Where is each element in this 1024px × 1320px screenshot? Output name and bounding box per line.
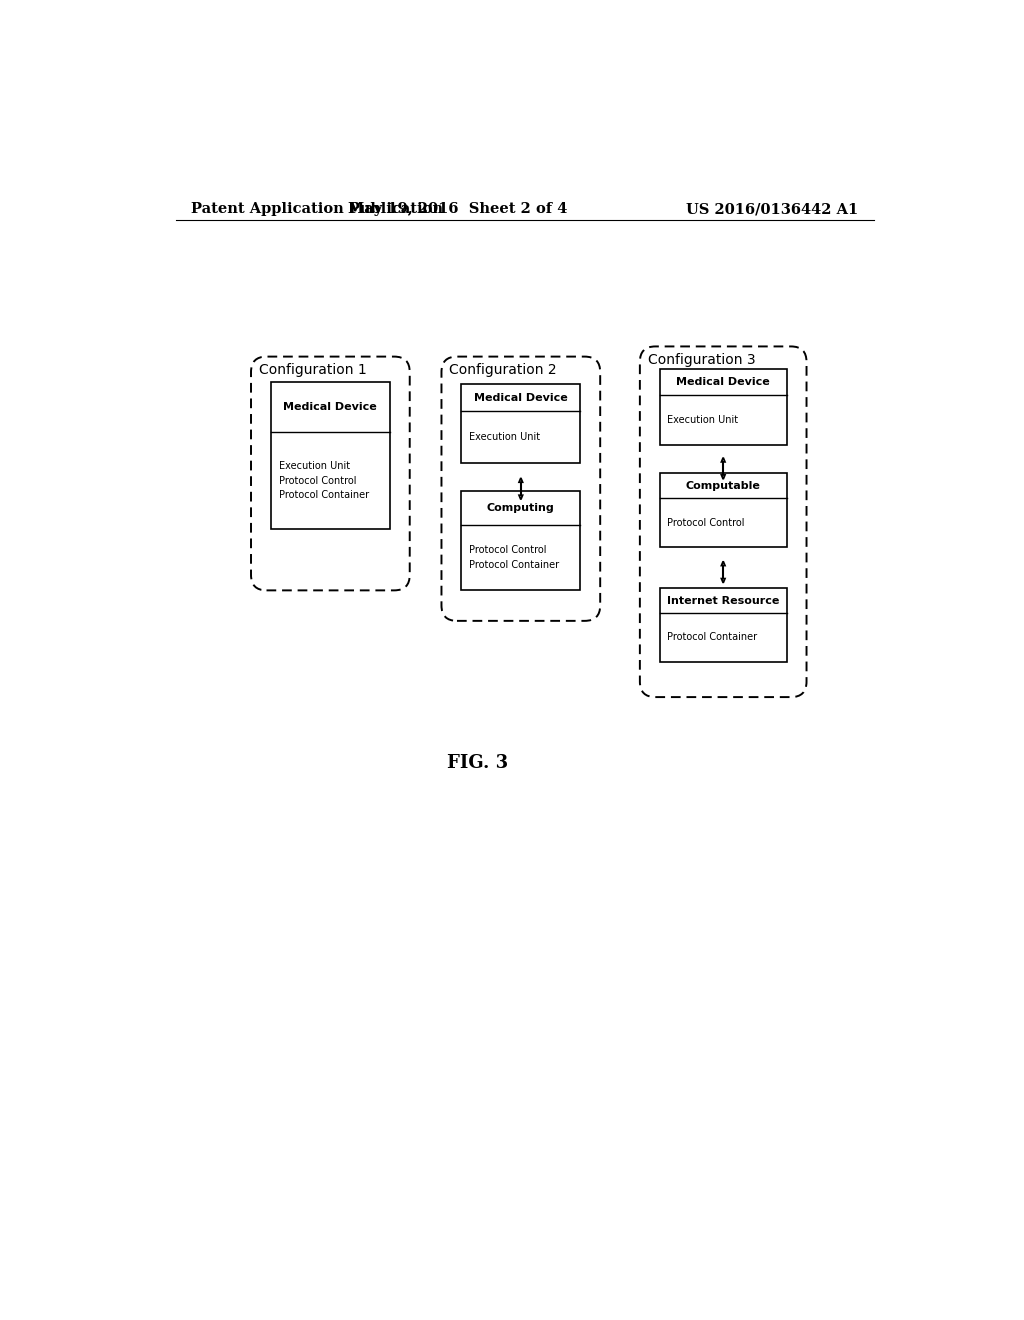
Text: Execution Unit: Execution Unit [469, 432, 541, 442]
Text: Protocol Control: Protocol Control [668, 517, 745, 528]
Text: Medical Device: Medical Device [676, 376, 770, 387]
Text: Execution Unit: Execution Unit [668, 414, 738, 425]
FancyBboxPatch shape [462, 491, 581, 590]
FancyBboxPatch shape [640, 346, 807, 697]
Text: Protocol Control
Protocol Container: Protocol Control Protocol Container [469, 545, 559, 570]
Text: US 2016/0136442 A1: US 2016/0136442 A1 [686, 202, 858, 216]
FancyBboxPatch shape [659, 368, 786, 445]
FancyBboxPatch shape [270, 381, 390, 529]
Text: Computable: Computable [686, 480, 761, 491]
Text: Medical Device: Medical Device [284, 403, 377, 412]
Text: Internet Resource: Internet Resource [667, 595, 779, 606]
FancyBboxPatch shape [659, 474, 786, 546]
Text: FIG. 3: FIG. 3 [446, 754, 508, 772]
Text: Execution Unit
Protocol Control
Protocol Container: Execution Unit Protocol Control Protocol… [279, 462, 369, 500]
Text: Protocol Container: Protocol Container [668, 632, 758, 643]
Text: Configuration 3: Configuration 3 [647, 352, 756, 367]
Text: Medical Device: Medical Device [474, 392, 567, 403]
Text: Computing: Computing [487, 503, 555, 512]
FancyBboxPatch shape [441, 356, 600, 620]
Text: Patent Application Publication: Patent Application Publication [191, 202, 443, 216]
Text: May 19, 2016  Sheet 2 of 4: May 19, 2016 Sheet 2 of 4 [348, 202, 567, 216]
FancyBboxPatch shape [659, 589, 786, 661]
Text: Configuration 2: Configuration 2 [450, 363, 557, 376]
FancyBboxPatch shape [251, 356, 410, 590]
Text: Configuration 1: Configuration 1 [259, 363, 367, 376]
FancyBboxPatch shape [462, 384, 581, 463]
